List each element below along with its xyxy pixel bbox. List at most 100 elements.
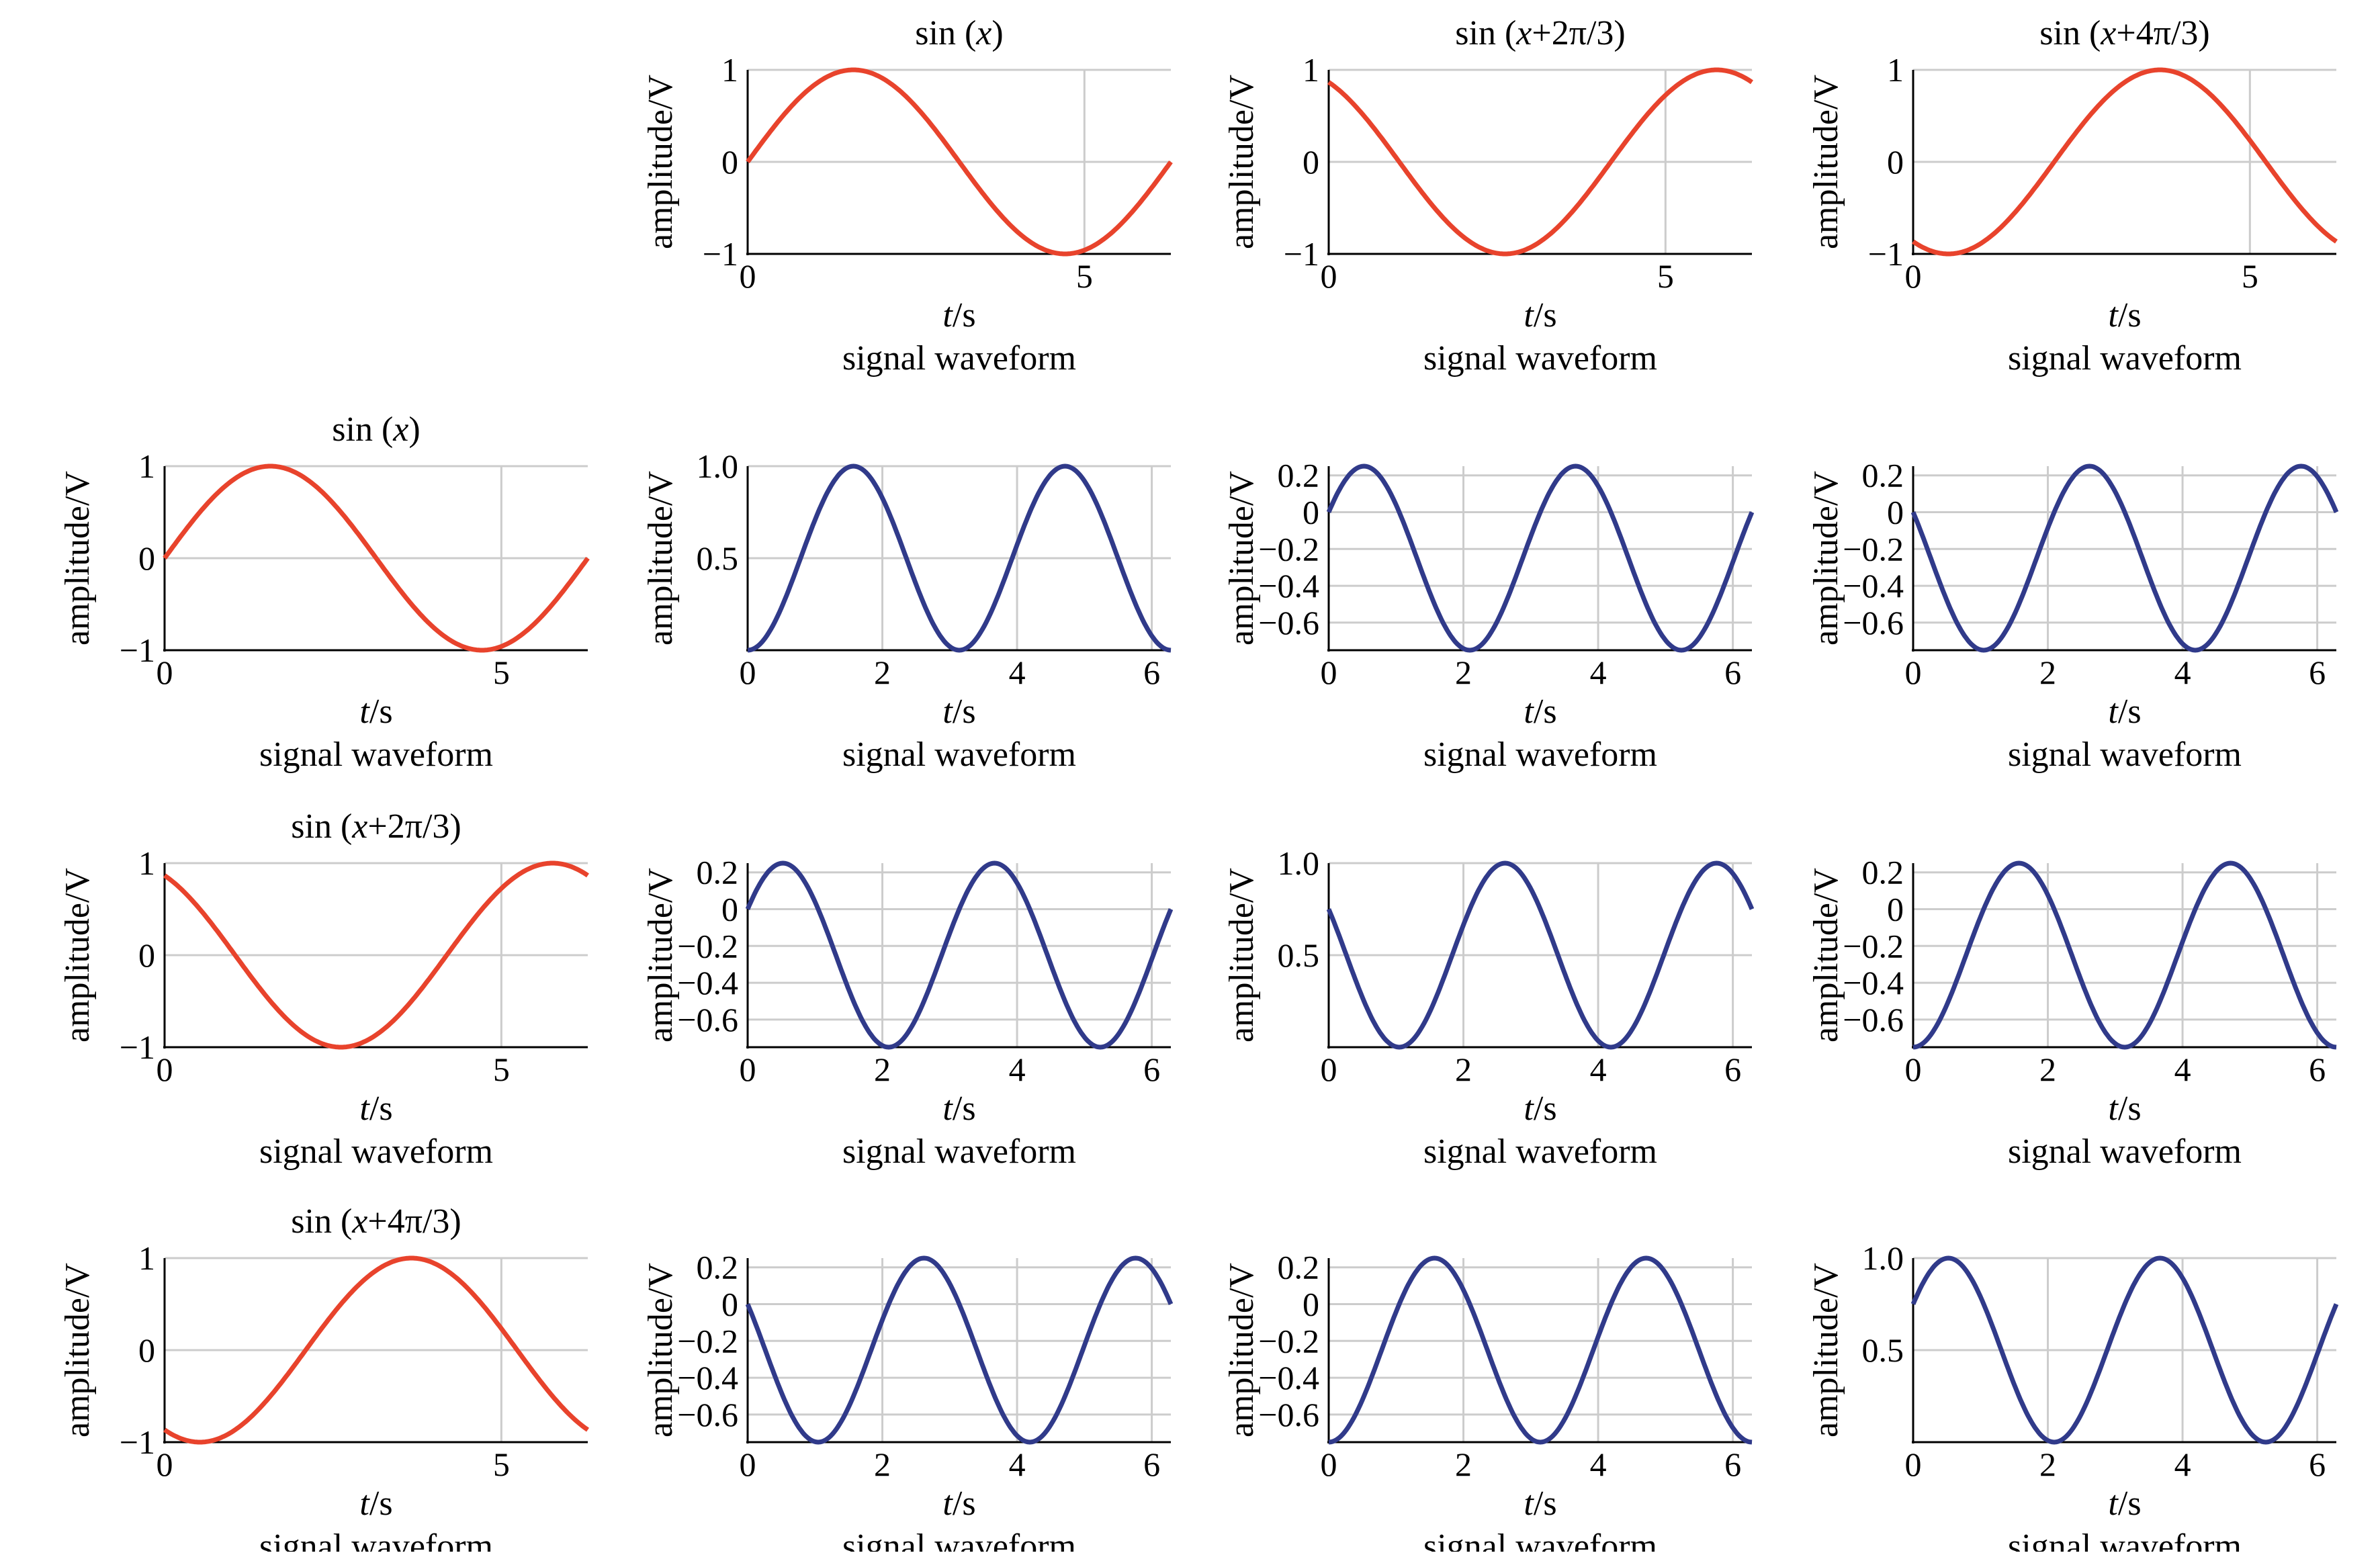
- y-axis-label: amplitude/V: [58, 868, 97, 1042]
- x-axis-label: t/s: [1524, 1090, 1556, 1128]
- series-line: [1326, 463, 1755, 653]
- chart-panel-r2c3: 0 2 4 60.20−0.2−0.4−0.6amplitude/Vt/ssignal…: [1807, 854, 2337, 1171]
- y-tick-label: −0.4: [1843, 567, 1904, 605]
- series-line: [1912, 860, 2337, 1050]
- x-tick-label: 0: [1321, 257, 1337, 295]
- y-tick-label: 1: [1887, 51, 1904, 89]
- y-tick-label: 0.2: [1278, 1249, 1320, 1286]
- y-tick-label: 0: [1303, 143, 1319, 181]
- x-tick-label: 0: [1905, 654, 1922, 691]
- y-tick-label: −0.2: [1843, 530, 1904, 568]
- y-tick-label: 0: [138, 539, 155, 577]
- panel-caption: signal waveform: [1423, 1132, 1657, 1171]
- x-tick-label: 6: [1724, 1446, 1741, 1483]
- y-tick-label: −0.4: [677, 1359, 738, 1396]
- y-tick-label: 0: [1887, 891, 1904, 928]
- y-axis-label: amplitude/V: [1807, 868, 1845, 1042]
- y-tick-label: 0.2: [697, 854, 739, 891]
- panel-caption: signal waveform: [259, 736, 493, 774]
- x-tick-label: 0: [1905, 1446, 1922, 1483]
- x-tick-label: 0: [157, 1446, 173, 1483]
- x-axis-label: t/s: [359, 693, 392, 731]
- y-tick-label: 1: [721, 51, 738, 89]
- x-tick-label: 0: [1321, 654, 1337, 691]
- panel-caption: signal waveform: [2008, 1132, 2242, 1171]
- y-tick-label: 0: [1303, 494, 1319, 531]
- series-line: [163, 860, 589, 1050]
- x-tick-label: 0: [740, 1446, 756, 1483]
- series-line: [163, 1255, 589, 1445]
- x-tick-label: 5: [1076, 257, 1093, 295]
- panel-caption: signal waveform: [259, 1527, 493, 1552]
- y-tick-label: 0: [1303, 1286, 1319, 1323]
- y-tick-label: 0.2: [1278, 457, 1320, 494]
- y-tick-label: 0: [138, 936, 155, 974]
- x-tick-label: 4: [1590, 1051, 1607, 1088]
- y-tick-label: 0: [1887, 143, 1904, 181]
- x-tick-label: 6: [2309, 1051, 2326, 1088]
- y-tick-label: 1: [138, 844, 155, 882]
- x-axis-label: t/s: [1524, 693, 1556, 731]
- series-line: [1910, 1255, 2339, 1445]
- panel-caption: signal waveform: [2008, 339, 2242, 377]
- panel-caption: signal waveform: [2008, 1527, 2242, 1552]
- y-tick-label: −0.6: [1258, 604, 1319, 641]
- chart-panel-r3c1: 0 2 4 60.20−0.2−0.4−0.6amplitude/Vt/ssignal…: [642, 1249, 1174, 1555]
- series-line: [1912, 67, 2338, 257]
- x-tick-label: 2: [2039, 1051, 2056, 1088]
- y-tick-label: 0.2: [1862, 854, 1904, 891]
- y-tick-label: −1: [703, 235, 738, 273]
- x-tick-label: 2: [1455, 654, 1472, 691]
- x-tick-label: 5: [493, 1051, 510, 1088]
- series-line: [745, 860, 1174, 1050]
- y-tick-label: −1: [120, 1423, 155, 1461]
- y-tick-label: 1.0: [1862, 1239, 1904, 1277]
- x-tick-label: 6: [1143, 1051, 1160, 1088]
- y-tick-label: 1.0: [697, 447, 739, 485]
- series-line: [746, 67, 1173, 257]
- panel-caption: signal waveform: [1423, 736, 1657, 774]
- y-tick-label: 1: [138, 447, 155, 485]
- x-axis-label: t/s: [942, 1484, 975, 1523]
- y-tick-label: −1: [1284, 235, 1319, 273]
- x-tick-label: 0: [1905, 1051, 1922, 1088]
- panel-caption: signal waveform: [842, 736, 1076, 774]
- panel-caption: signal waveform: [842, 1132, 1076, 1171]
- x-axis-label: t/s: [2108, 1484, 2141, 1523]
- x-tick-label: 4: [1009, 1446, 1026, 1483]
- chart-panel-r1c1: 0 2 4 6 0.5 1.0 amplitude/V t/s signal waveform: [642, 447, 1172, 774]
- chart-panel-r1c3: 0 2 4 60.20−0.2−0.4−0.6amplitude/Vt/ssignal…: [1807, 457, 2339, 774]
- x-tick-label: 0: [157, 654, 173, 691]
- x-tick-label: 6: [2309, 1446, 2326, 1483]
- y-tick-label: 1: [138, 1239, 155, 1277]
- panel-title: sin (x+4π/3): [291, 1202, 461, 1241]
- x-tick-label: 0: [740, 257, 756, 295]
- x-tick-label: 2: [2039, 1446, 2056, 1483]
- y-axis-label: amplitude/V: [642, 1263, 680, 1437]
- y-tick-label: −0.2: [1258, 1322, 1319, 1360]
- x-tick-label: 4: [2174, 1051, 2191, 1088]
- series-line: [1327, 67, 1753, 257]
- panel-caption: signal waveform: [1423, 1527, 1657, 1552]
- x-tick-label: 0: [157, 1051, 173, 1088]
- x-tick-label: 2: [2039, 654, 2056, 691]
- panel-title: sin (x+4π/3): [2039, 14, 2209, 52]
- x-tick-label: 2: [874, 1051, 891, 1088]
- x-tick-label: 0: [1905, 257, 1922, 295]
- chart-panel-r3c3: 0 2 4 6 0.5 1.0 amplitude/V t/s signal waveform: [1807, 1239, 2339, 1555]
- series-line: [747, 463, 1172, 653]
- y-tick-label: −0.6: [1843, 1001, 1904, 1038]
- x-tick-label: 2: [874, 654, 891, 691]
- x-tick-label: 4: [1590, 1446, 1607, 1483]
- y-tick-label: 1.0: [1278, 844, 1320, 882]
- y-tick-label: 0: [1887, 494, 1904, 531]
- x-tick-label: 5: [2242, 257, 2258, 295]
- y-tick-label: 1: [1303, 51, 1319, 89]
- panel-title: sin (x+2π/3): [291, 807, 461, 846]
